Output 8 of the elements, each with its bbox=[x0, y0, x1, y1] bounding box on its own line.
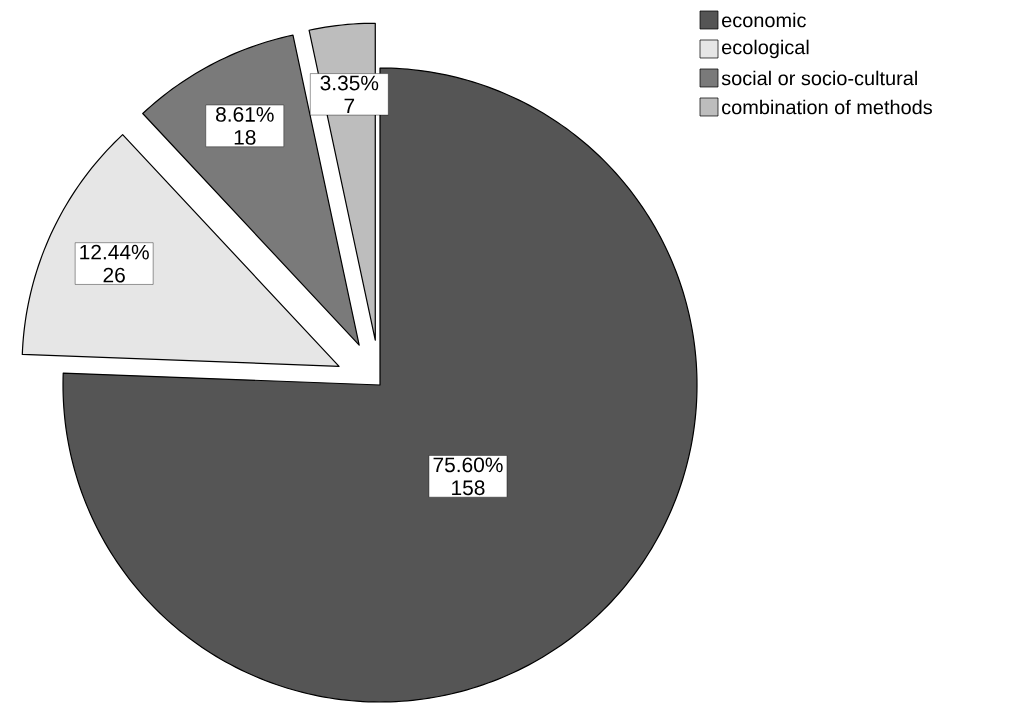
data-label: 75.60% 158 bbox=[433, 457, 503, 496]
legend-label: economic bbox=[722, 12, 806, 28]
data-label: 3.35% 7 bbox=[320, 75, 379, 114]
data-label: 12.44% 26 bbox=[80, 244, 149, 283]
data-label: 8.61% 18 bbox=[216, 107, 274, 145]
legend-label: combination of methods bbox=[722, 99, 932, 115]
legend-label: social or socio-cultural bbox=[721, 70, 917, 86]
legend-label: ecological bbox=[722, 39, 809, 59]
